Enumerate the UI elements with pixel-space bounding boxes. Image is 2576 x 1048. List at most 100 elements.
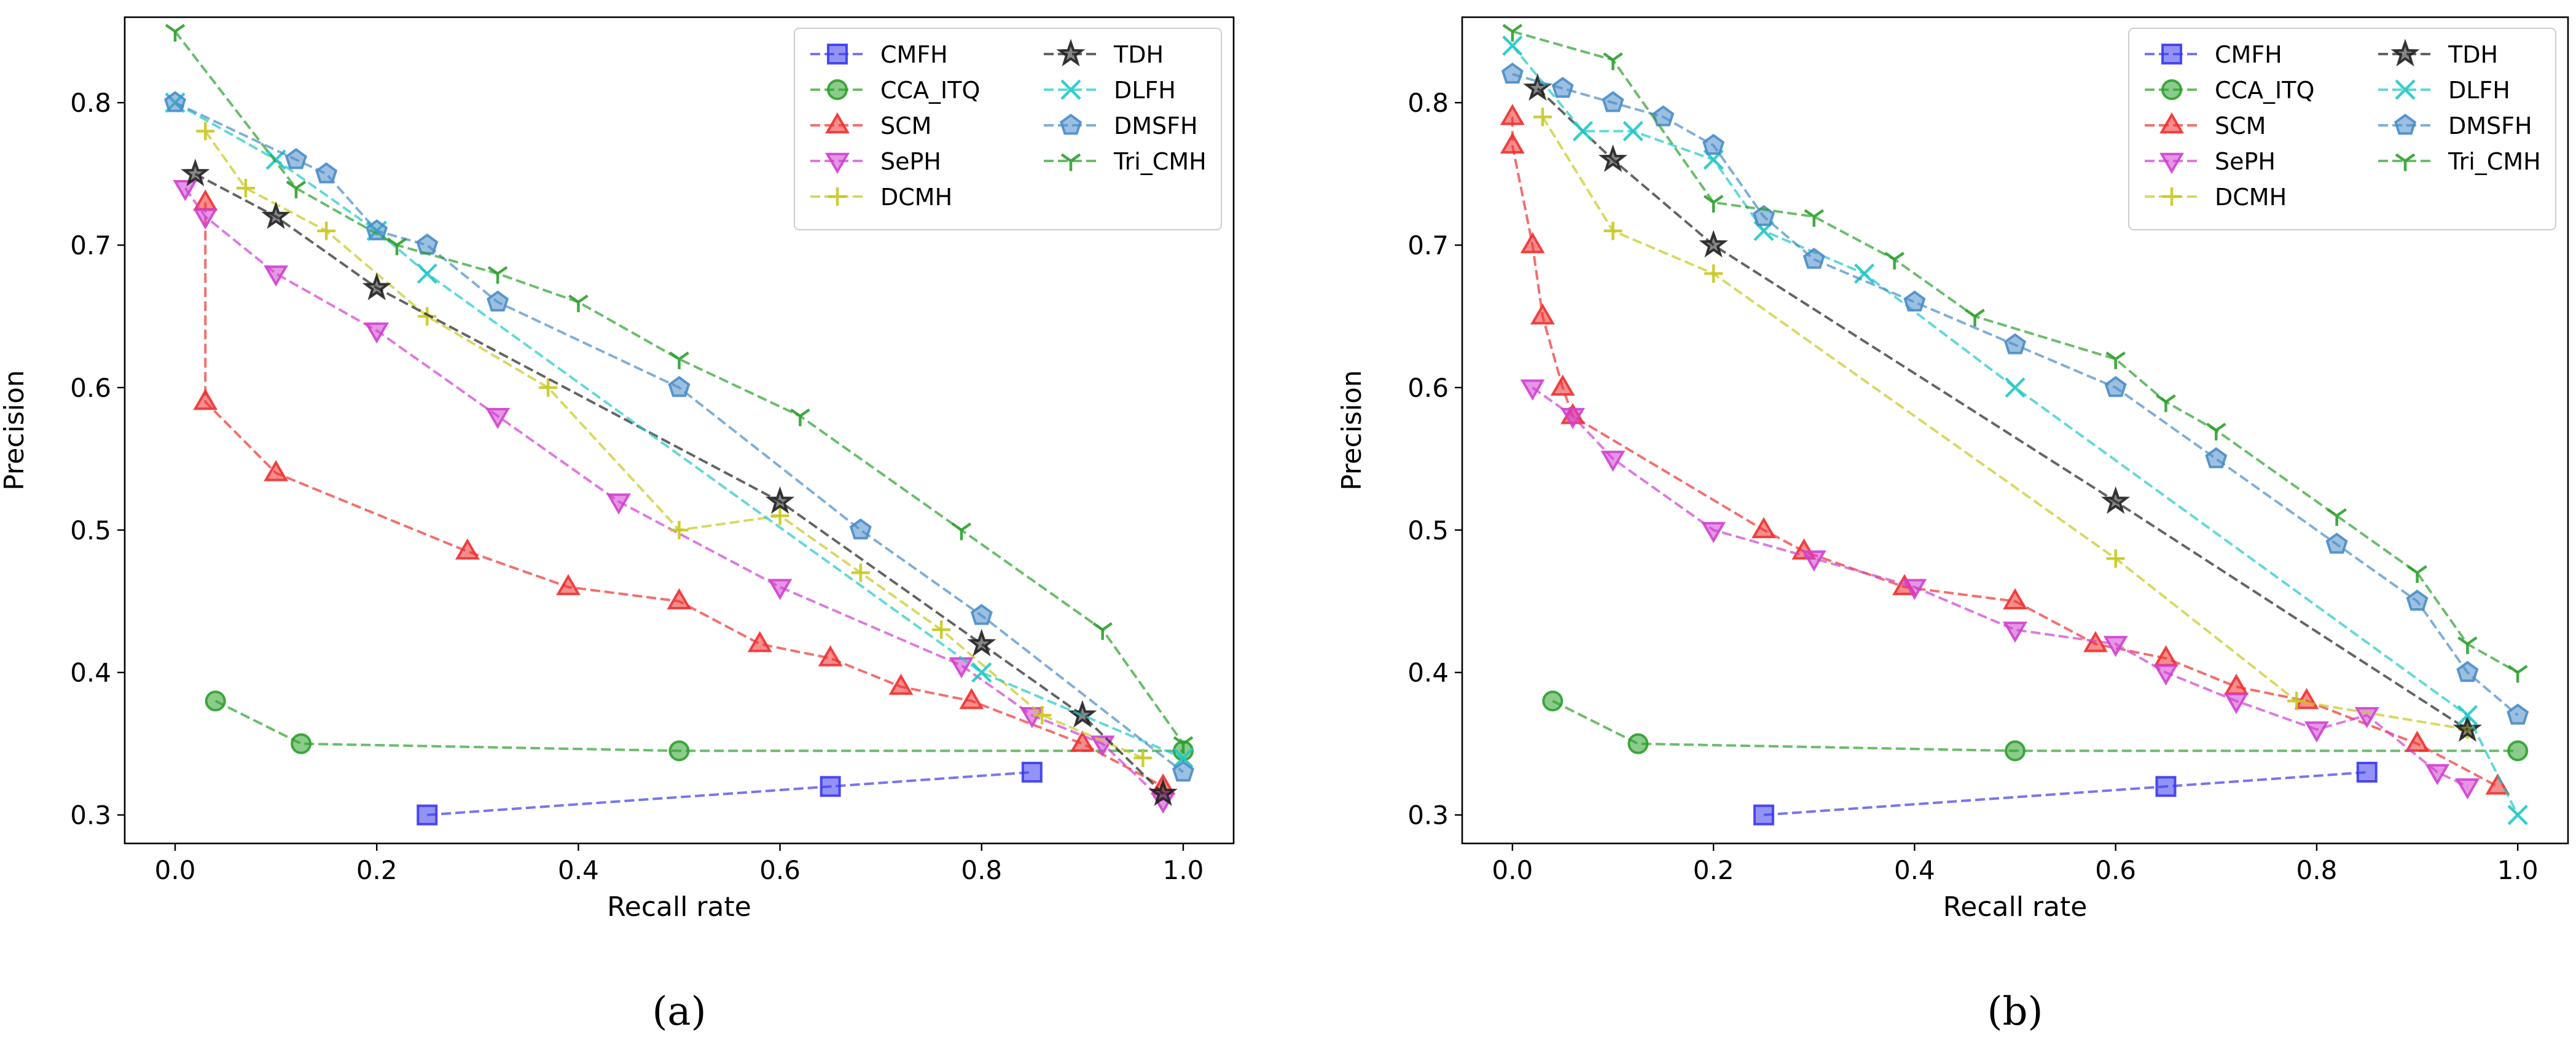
legend-item: Tri_CMH bbox=[1044, 148, 1207, 175]
data-point bbox=[487, 290, 509, 312]
data-point bbox=[1801, 550, 1826, 572]
series-dlfh bbox=[165, 92, 1194, 768]
data-point bbox=[418, 307, 437, 326]
data-point bbox=[2005, 377, 2026, 398]
data-point bbox=[668, 375, 691, 397]
legend-label: DCMH bbox=[2215, 184, 2287, 211]
series-cmfh bbox=[417, 762, 1043, 826]
data-point bbox=[1070, 730, 1095, 752]
legend-label: CMFH bbox=[2215, 41, 2282, 68]
series-dmsfh bbox=[1501, 62, 2529, 725]
data-point bbox=[747, 631, 772, 652]
series-line bbox=[174, 101, 1184, 759]
legend-item: DCMH bbox=[810, 184, 952, 211]
legend-label: CCA_ITQ bbox=[2215, 77, 2314, 104]
x-tick-label: 0.8 bbox=[961, 855, 1002, 885]
legend: CMFH CCA_ITQ SCM SePH DCMH TDH DLFH DMSFH Tri_CM… bbox=[794, 28, 1222, 230]
legend-marker bbox=[828, 187, 847, 206]
series-tdh bbox=[1523, 73, 2482, 742]
data-point bbox=[1902, 579, 1927, 600]
data-point bbox=[2405, 730, 2430, 752]
legend-item: DLFH bbox=[1044, 77, 1176, 104]
data-point bbox=[1652, 105, 1675, 127]
data-point bbox=[2485, 773, 2510, 795]
data-point bbox=[1560, 408, 1585, 429]
data-point bbox=[1021, 762, 1043, 783]
data-point bbox=[1551, 76, 1574, 98]
data-point bbox=[1884, 251, 1905, 270]
data-point bbox=[2287, 692, 2306, 711]
data-point bbox=[2003, 333, 2027, 354]
data-point bbox=[196, 122, 215, 141]
legend-item: CMFH bbox=[2145, 41, 2282, 68]
data-point bbox=[820, 776, 841, 797]
data-point bbox=[261, 201, 291, 229]
legend-box bbox=[794, 28, 1222, 230]
legend-item: TDH bbox=[1044, 39, 1164, 68]
data-point bbox=[1092, 622, 1113, 640]
data-point bbox=[1542, 690, 1564, 712]
data-point bbox=[1148, 778, 1178, 806]
data-point bbox=[1704, 264, 1723, 283]
data-point bbox=[264, 265, 289, 287]
data-point bbox=[2003, 621, 2027, 643]
data-point bbox=[1172, 761, 1194, 782]
series-tri-cmh bbox=[165, 23, 1194, 754]
legend-label: SePH bbox=[2215, 148, 2276, 175]
data-point bbox=[2425, 764, 2450, 786]
y-tick-label: 0.6 bbox=[1407, 373, 1449, 403]
data-point bbox=[1600, 450, 1626, 472]
y-tick-label: 0.8 bbox=[70, 88, 111, 118]
data-point bbox=[416, 233, 439, 255]
data-point bbox=[2356, 762, 2378, 783]
data-point bbox=[181, 158, 210, 187]
data-point bbox=[959, 687, 984, 710]
data-point bbox=[1803, 248, 1825, 269]
legend-item: SePH bbox=[810, 148, 941, 175]
data-point bbox=[949, 657, 974, 679]
data-point bbox=[417, 804, 438, 826]
data-point bbox=[1703, 195, 1724, 213]
series-tdh bbox=[181, 158, 1178, 806]
series-seph bbox=[1520, 379, 2480, 800]
data-point bbox=[2155, 776, 2177, 797]
x-tick-label: 0.2 bbox=[356, 855, 397, 885]
y-tick-label: 0.5 bbox=[70, 515, 111, 546]
legend-label: CMFH bbox=[880, 41, 948, 68]
legend-marker bbox=[2390, 39, 2420, 67]
data-point bbox=[2105, 351, 2126, 370]
data-point bbox=[967, 628, 996, 657]
data-point bbox=[286, 180, 307, 198]
series-seph bbox=[173, 180, 1176, 814]
data-point bbox=[2507, 703, 2529, 725]
data-point bbox=[1903, 290, 1926, 312]
data-point bbox=[1533, 108, 1552, 127]
legend-item: DLFH bbox=[2378, 77, 2510, 104]
data-point bbox=[1804, 209, 1825, 227]
chart-panel-b: 0.0 0.2 0.4 0.6 0.8 1.0 0.3 0.4 0.5 0.6 0.7 0.8 Reca… bbox=[1336, 16, 2569, 923]
series-cmfh bbox=[1753, 762, 2378, 826]
data-point bbox=[1502, 23, 1523, 42]
data-point bbox=[1501, 62, 1524, 84]
data-point bbox=[851, 563, 870, 582]
data-point bbox=[1602, 91, 1624, 112]
y-axis-label: Precision bbox=[0, 370, 30, 490]
data-point bbox=[2407, 565, 2427, 583]
data-point bbox=[932, 620, 951, 639]
data-point bbox=[556, 574, 581, 595]
series-cca-itq bbox=[1542, 690, 2529, 762]
y-tick-label: 0.6 bbox=[70, 373, 111, 403]
data-point bbox=[2004, 740, 2026, 762]
legend-item: DMSFH bbox=[2378, 112, 2532, 139]
legend-marker bbox=[2394, 114, 2417, 135]
panel-caption: (a) bbox=[652, 989, 706, 1034]
legend-marker bbox=[825, 152, 850, 174]
y-tick-label: 0.7 bbox=[70, 230, 111, 260]
data-point bbox=[2457, 705, 2478, 725]
data-point bbox=[606, 493, 632, 515]
data-point bbox=[1603, 52, 1623, 71]
data-point bbox=[366, 219, 388, 241]
data-point bbox=[165, 23, 186, 42]
data-point bbox=[1550, 374, 1575, 396]
data-point bbox=[970, 603, 993, 625]
